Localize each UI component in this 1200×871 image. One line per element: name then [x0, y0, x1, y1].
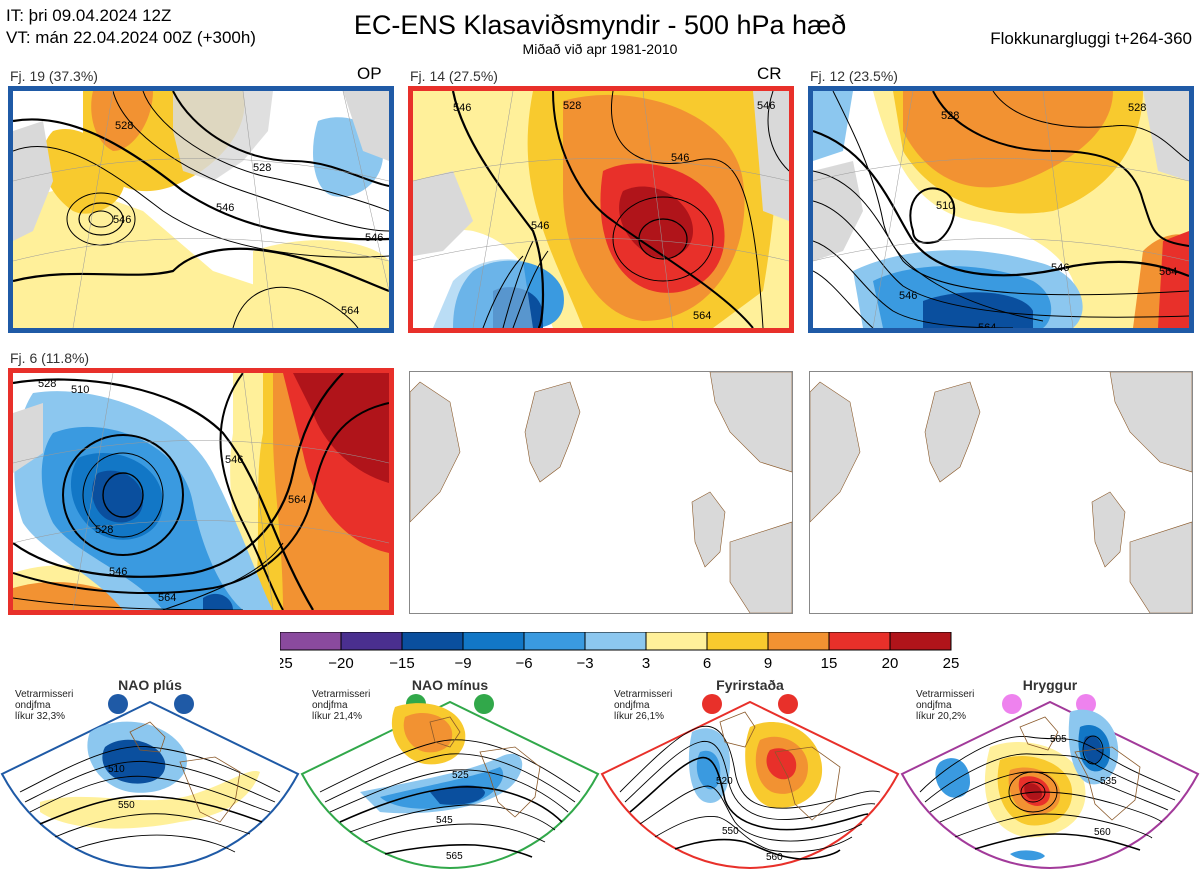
colorbar-tick-label: 3: [642, 655, 650, 672]
cluster-4-contour-label: 564: [158, 592, 176, 604]
regime-note: Vetrarmisseri ondjfma líkur 20,2%: [916, 689, 975, 722]
cluster-3-contour-label: 528: [1128, 102, 1146, 114]
cluster-3-map: 528 510 546 546 564 528 564: [808, 86, 1194, 333]
colorbar-tick-label: −9: [454, 655, 471, 672]
colorbar-segment: [280, 632, 342, 651]
cluster-1-contour-label: 528: [253, 162, 271, 174]
colorbar-tick-label: 6: [703, 655, 711, 672]
regime-row: NAO plús Vetrarmisseri ondjfma líkur 32,…: [0, 674, 1200, 871]
cluster-2-contour-label: 546: [531, 220, 549, 232]
colorbar-segment: [828, 632, 891, 651]
cluster-1-label: Fj. 19 (37.3%): [10, 68, 98, 84]
cluster-4-contour-label: 546: [225, 454, 243, 466]
cluster-2-contour-label: 546: [671, 152, 689, 164]
colorbar-segment: [706, 632, 769, 651]
regime-note: Vetrarmisseri ondjfma líkur 32,3%: [15, 689, 74, 722]
colorbar: −25 −20 −15 −9 −6 −3 3 6 9 15 20 25: [280, 632, 960, 672]
cluster-4-label: Fj. 6 (11.8%): [10, 350, 90, 366]
regime-nao-minus: NAO mínus Vetrarmisseri ondjfma líkur 21…: [300, 674, 600, 871]
colorbar-segment: [889, 632, 952, 651]
regime-marker: [474, 694, 494, 714]
regime-contour-label: 510: [108, 764, 125, 775]
cluster-2-contour-label: 546: [453, 102, 471, 114]
regime-name: Fyrirstaða: [716, 677, 784, 693]
cluster-4-map: 510 528 546 528 546 564 564: [8, 368, 394, 615]
regime-contour-label: 550: [118, 800, 135, 811]
regime-blocking: Fyrirstaða Vetrarmisseri ondjfma líkur 2…: [600, 674, 900, 871]
colorbar-segment: [584, 632, 647, 651]
cluster-2-map: 546 546 564 528 546 546: [408, 86, 794, 333]
regime-contour-label: 550: [722, 826, 739, 837]
regime-name: NAO mínus: [411, 677, 489, 693]
empty-map-panel-5: [409, 371, 793, 614]
regime-marker: [1076, 694, 1096, 714]
cluster-4-contour-label: 564: [288, 494, 306, 506]
cluster-1-tag: OP: [357, 64, 382, 83]
cluster-4-contour-label: 546: [109, 566, 127, 578]
cluster-2-contour-label: 528: [563, 100, 581, 112]
cluster-3-contour-label: 510: [936, 200, 954, 212]
cluster-3-contour-label: 528: [941, 110, 959, 122]
regime-marker: [702, 694, 722, 714]
cluster-1-contour-label: 546: [216, 202, 234, 214]
cluster-3-contour-label: 564: [1159, 266, 1177, 278]
regime-name: NAO plús: [118, 677, 182, 693]
cluster-1-contour-label: 546: [365, 232, 383, 244]
cluster-3-label: Fj. 12 (23.5%): [810, 68, 898, 84]
cluster-3-contour-label: 564: [978, 322, 996, 328]
colorbar-segment: [462, 632, 525, 651]
regime-contour-label: 505: [1050, 734, 1067, 745]
cluster-2-contour-label: 546: [757, 100, 775, 112]
cluster-3-contour-label: 546: [1051, 262, 1069, 274]
colorbar-segment: [523, 632, 586, 651]
regime-contour-label: 560: [1094, 827, 1111, 838]
cluster-4-contour-label: 510: [71, 384, 89, 396]
page-subtitle: Miðað við apr 1981-2010: [522, 41, 678, 57]
colorbar-tick-label: 25: [943, 655, 960, 672]
regime-contour-label: 545: [436, 815, 453, 826]
colorbar-segment: [645, 632, 708, 651]
cluster-1-contour-label: 564: [341, 305, 359, 317]
regime-note: Vetrarmisseri ondjfma líkur 21,4%: [312, 689, 371, 722]
regime-contour-label: 565: [446, 851, 463, 862]
cluster-3-contour-label: 546: [899, 290, 917, 302]
regime-marker: [108, 694, 128, 714]
colorbar-tick-label: 20: [882, 655, 899, 672]
colorbar-segment: [767, 632, 830, 651]
regime-contour-label: 525: [452, 770, 469, 781]
colorbar-tick-label: −20: [328, 655, 353, 672]
regime-name: Hryggur: [1022, 677, 1078, 693]
cluster-4-contour-label: 528: [38, 378, 56, 390]
regime-marker: [1002, 694, 1022, 714]
regime-contour-label: 560: [766, 852, 783, 863]
colorbar-tick-label: 15: [821, 655, 838, 672]
colorbar-tick-label: −15: [389, 655, 414, 672]
colorbar-tick-label: −6: [515, 655, 532, 672]
regime-marker: [778, 694, 798, 714]
colorbar-segment: [401, 632, 464, 651]
cluster-2-contour-label: 564: [693, 310, 711, 322]
regime-ridge: Hryggur Vetrarmisseri ondjfma líkur 20,2…: [900, 674, 1200, 871]
page-title: EC-ENS Klasaviðsmyndir - 500 hPa hæð: [353, 10, 847, 40]
header-times: IT: þri 09.04.2024 12Z VT: mán 22.04.202…: [6, 5, 256, 49]
cluster-2-tag: CR: [757, 64, 782, 83]
cluster-1-contour-label: 528: [115, 120, 133, 132]
cluster-1-contour-label: 546: [113, 214, 131, 226]
empty-map-panel-6: [809, 371, 1193, 614]
cluster-2-label: Fj. 14 (27.5%): [410, 68, 498, 84]
regime-contour-label: 535: [1100, 776, 1117, 787]
colorbar-tick-label: −3: [576, 655, 593, 672]
regime-note: Vetrarmisseri ondjfma líkur 26,1%: [614, 689, 673, 722]
cluster-1-map: 528 546 546 546 564 528: [8, 86, 394, 333]
classification-window: Flokkunargluggi t+264-360: [990, 29, 1192, 48]
colorbar-tick-label: −25: [280, 655, 293, 672]
regime-contour-label: 520: [716, 776, 733, 787]
cluster-4-contour-label: 528: [95, 524, 113, 536]
regime-marker: [174, 694, 194, 714]
regime-nao-plus: NAO plús Vetrarmisseri ondjfma líkur 32,…: [0, 674, 300, 871]
issue-time: IT: þri 09.04.2024 12Z: [6, 6, 172, 25]
valid-time: VT: mán 22.04.2024 00Z (+300h): [6, 28, 256, 47]
colorbar-tick-label: 9: [764, 655, 772, 672]
colorbar-segment: [340, 632, 403, 651]
